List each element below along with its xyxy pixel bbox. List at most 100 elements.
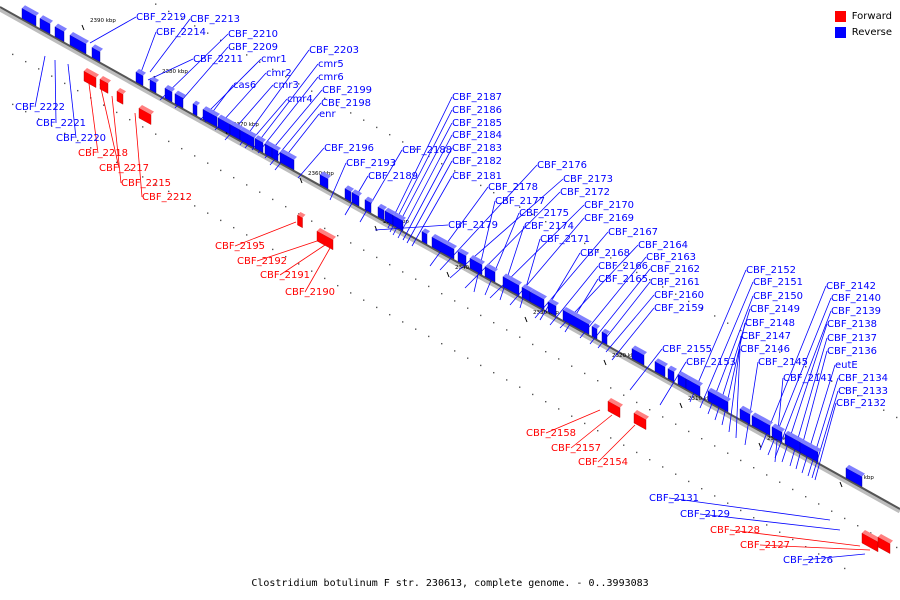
tick-dot — [168, 190, 170, 193]
reverse-gene-block — [771, 423, 785, 443]
gene-label: cmr5 — [318, 59, 344, 70]
tick-dot — [428, 335, 430, 338]
scale-label: 2380 kbp — [162, 69, 188, 75]
tick-dot — [480, 314, 482, 317]
label-leader — [174, 46, 229, 109]
gene-label: CBF_2169 — [584, 213, 634, 224]
tick-dot — [623, 444, 625, 446]
reverse-gene-block — [202, 106, 220, 128]
gene-label: CBF_2146 — [740, 344, 790, 355]
label-leader — [449, 178, 564, 279]
gene-label: CBF_2209 — [228, 42, 278, 53]
tick-dot — [740, 459, 742, 462]
reverse-gene-block — [707, 387, 731, 413]
gene-label: CBF_2134 — [838, 373, 888, 384]
gene-label: CBF_2185 — [452, 118, 502, 129]
gene-label: CBF_2219 — [136, 12, 186, 23]
tick-dot — [350, 112, 352, 114]
tick-dot — [272, 248, 274, 251]
reverse-gene-block — [264, 140, 276, 159]
tick-dot — [597, 379, 599, 382]
reverse-gene-block — [54, 23, 67, 42]
gene-features — [21, 5, 893, 554]
reverse-gene-block — [421, 228, 430, 245]
tick-dot — [272, 68, 274, 71]
gene-label: CBF_2155 — [662, 344, 712, 355]
tick-dot — [402, 321, 404, 323]
tick-dot — [532, 343, 534, 346]
tick-dot — [805, 496, 807, 498]
tick-dot — [324, 227, 326, 230]
gene-label: CBF_2213 — [190, 14, 240, 25]
tick-dot — [545, 220, 547, 223]
tick-dot — [389, 313, 391, 316]
label-leader — [579, 256, 647, 339]
label-leader — [374, 224, 449, 231]
tick-dot — [194, 155, 196, 157]
gene-label: CBF_2192 — [237, 256, 287, 267]
forward-gene-block — [297, 212, 306, 229]
tick-dot — [103, 154, 105, 156]
tick-dot — [77, 89, 79, 92]
label-leader — [814, 402, 837, 481]
tick-dot — [506, 329, 508, 331]
tick-dot — [584, 422, 586, 425]
gene-label: CBF_2195 — [215, 241, 265, 252]
reverse-gene-block — [351, 189, 362, 207]
gene-label: CBF_2158 — [526, 428, 576, 439]
scale-tick — [839, 481, 843, 488]
tick-dot — [805, 366, 807, 368]
gene-label: CBF_2132 — [836, 398, 886, 409]
label-leader — [406, 160, 453, 244]
tick-dot — [844, 387, 846, 390]
tick-dot — [233, 46, 235, 49]
tick-dot — [519, 386, 521, 388]
gene-label: CBF_2181 — [452, 171, 502, 182]
reverse-gene-block — [677, 371, 689, 389]
label-leader — [699, 281, 754, 409]
label-leader — [774, 377, 784, 463]
gene-label: CBF_2147 — [741, 331, 791, 342]
tick-dot — [792, 358, 794, 361]
gene-label: CBF_2170 — [584, 200, 634, 211]
gene-label: CBF_2133 — [838, 386, 888, 397]
scale-label: 2370 kbp — [233, 122, 259, 128]
tick-dot — [662, 286, 664, 288]
label-leader — [67, 63, 77, 139]
gene-label: cmr3 — [273, 80, 299, 91]
reverse-gene-block — [174, 90, 186, 109]
label-leader — [297, 147, 325, 179]
tick-dot — [701, 308, 703, 310]
tick-dot — [662, 416, 664, 418]
label-leader — [134, 112, 143, 198]
gene-label: CBF_2129 — [680, 509, 730, 520]
tick-dot — [766, 474, 768, 476]
tick-dot — [831, 380, 833, 382]
scale-tick — [758, 442, 762, 449]
tick-dot — [675, 293, 677, 295]
forward-gene-block — [877, 534, 893, 554]
label-leader — [699, 513, 841, 531]
gene-label: CBF_2165 — [598, 274, 648, 285]
gene-label: CBF_2203 — [309, 45, 359, 56]
label-leader — [545, 409, 601, 434]
tick-dot — [597, 429, 599, 432]
reverse-gene-block — [799, 439, 821, 463]
tick-dot — [493, 191, 495, 194]
tick-dot — [181, 147, 183, 150]
tick-dot — [441, 162, 443, 165]
gene-label: CBF_2140 — [831, 293, 881, 304]
label-leader — [387, 96, 453, 229]
gene-label: CBF_2152 — [746, 265, 796, 276]
gene-label: CBF_2220 — [56, 133, 106, 144]
tick-dot — [363, 299, 365, 301]
tick-dot — [350, 292, 352, 294]
gene-label: CBF_2198 — [321, 98, 371, 109]
reverse-gene-block — [484, 263, 498, 283]
tick-dot — [753, 517, 755, 519]
reverse-gene-block — [192, 100, 200, 117]
tick-dot — [194, 25, 196, 27]
reverse-gene-block — [21, 5, 39, 27]
